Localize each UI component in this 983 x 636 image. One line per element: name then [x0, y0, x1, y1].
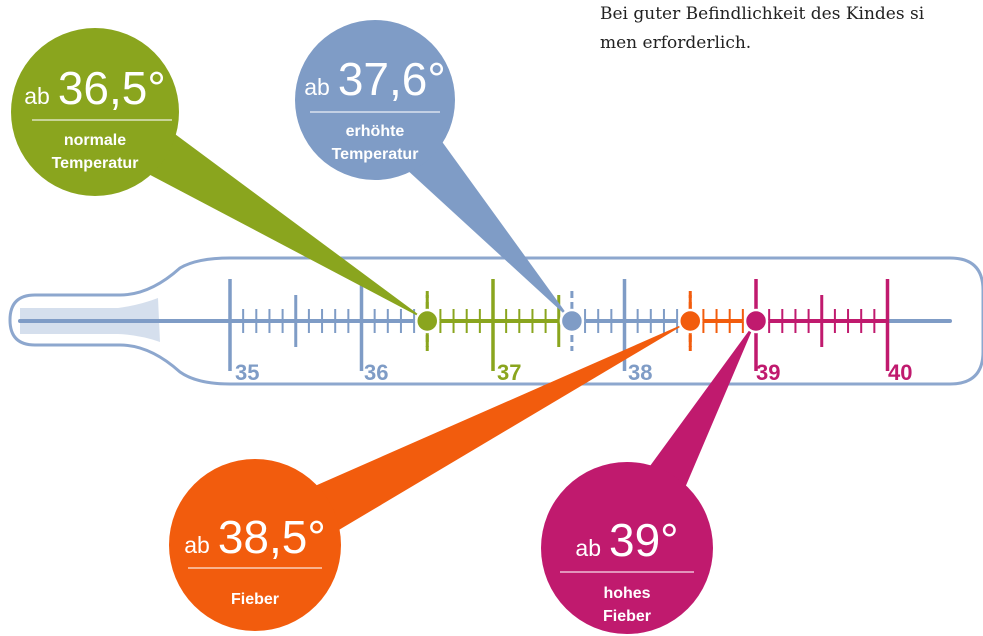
threshold-dot-fever	[678, 308, 703, 334]
callout-normal: ab 36,5° normale Temperatur	[11, 28, 179, 196]
callout-high-fever: ab 39° hohes Fieber	[541, 462, 713, 634]
callout-fever: ab 38,5° Fieber	[169, 459, 341, 631]
scale-labels: 35 36 37 38 39 40	[235, 360, 912, 385]
callout-normal-line1: normale	[64, 132, 126, 149]
callout-fever-bubble	[169, 459, 341, 631]
callout-elevated-line2: Temperatur	[332, 146, 419, 163]
threshold-dot-normal	[415, 308, 440, 334]
intro-line-2: men erforderlich.	[600, 33, 752, 53]
callout-elevated-value: ab 37,6°	[304, 53, 446, 105]
scale-label-38: 38	[628, 360, 652, 385]
callout-elevated-line1: erhöhte	[346, 123, 405, 140]
callout-high-fever-line1: hohes	[603, 585, 650, 602]
scale-label-37: 37	[497, 360, 521, 385]
scale-label-35: 35	[235, 360, 259, 385]
callout-normal-line2: Temperatur	[52, 155, 139, 172]
pointer-fever	[241, 321, 691, 572]
callout-high-fever-value: ab 39°	[575, 514, 678, 566]
intro-text: Bei guter Befindlichkeit des Kindes si m…	[600, 0, 983, 58]
threshold-dot-high-fever	[743, 308, 769, 334]
callout-normal-bubble	[11, 28, 179, 196]
callout-high-fever-bubble	[541, 462, 713, 634]
threshold-dot-elevated	[559, 308, 585, 334]
callout-elevated-bubble	[295, 20, 455, 180]
callout-high-fever-line2: Fieber	[603, 608, 651, 625]
scale-label-40: 40	[888, 360, 912, 385]
callout-fever-line1: Fieber	[231, 591, 279, 608]
callout-normal-value: ab 36,5°	[24, 62, 166, 114]
scale-label-39: 39	[756, 360, 780, 385]
callout-elevated: ab 37,6° erhöhte Temperatur	[295, 20, 455, 180]
scale-label-36: 36	[364, 360, 388, 385]
callout-fever-value: ab 38,5°	[184, 511, 326, 563]
intro-line-1: Bei guter Befindlichkeit des Kindes si	[600, 4, 925, 24]
